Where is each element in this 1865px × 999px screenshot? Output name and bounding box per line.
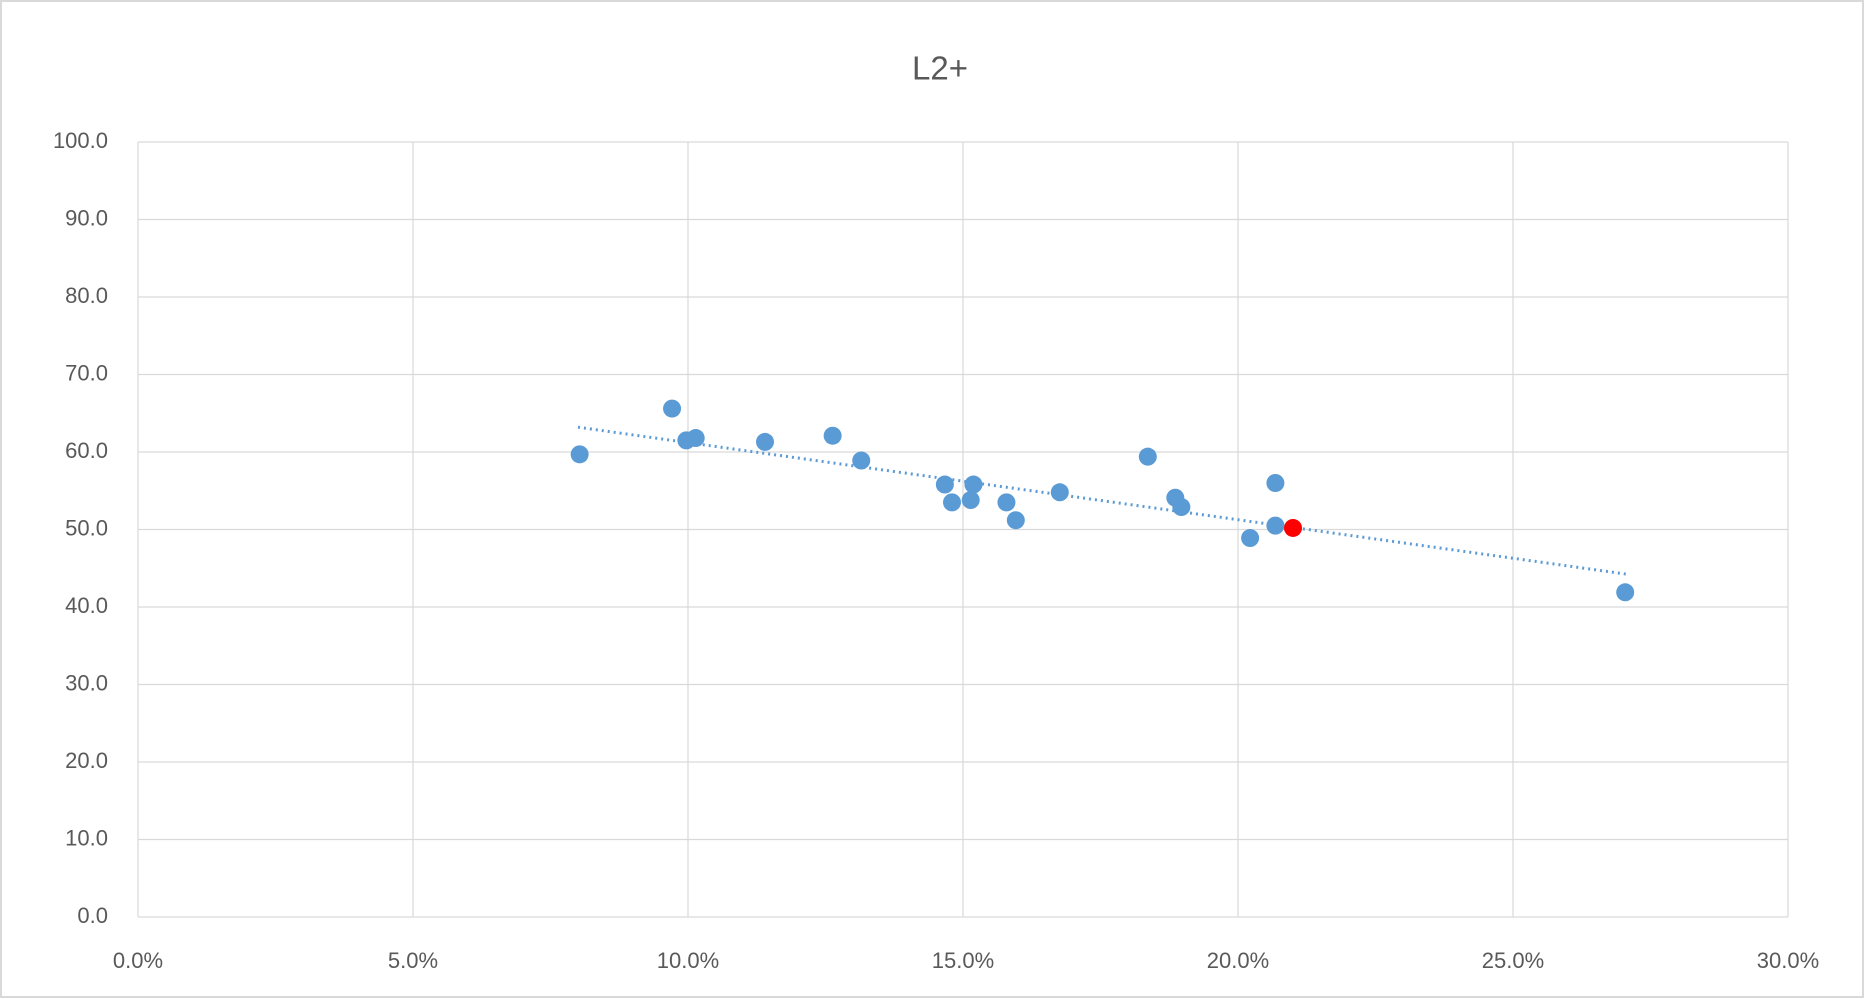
- data-point: [997, 493, 1016, 512]
- y-tick-label: 90.0: [65, 205, 108, 230]
- data-point: [1266, 474, 1285, 492]
- data-point: [935, 475, 954, 494]
- x-tick-label: 10.0%: [657, 948, 719, 973]
- data-point: [1284, 518, 1302, 537]
- y-tick-label: 100.0: [53, 128, 108, 153]
- data-point: [961, 491, 980, 510]
- trendline: [577, 425, 1629, 576]
- y-tick-label: 20.0: [65, 748, 108, 773]
- data-point: [663, 399, 682, 418]
- data-point: [852, 451, 871, 470]
- data-point: [1241, 529, 1260, 548]
- y-tick-label: 70.0: [65, 360, 108, 385]
- y-tick-label: 40.0: [65, 593, 108, 618]
- y-tick-label: 30.0: [65, 670, 108, 695]
- y-tick-label: 60.0: [65, 438, 108, 463]
- data-point: [1138, 447, 1157, 466]
- data-point: [1006, 511, 1025, 530]
- y-tick-label: 10.0: [65, 825, 108, 850]
- data-point: [1050, 483, 1069, 502]
- data-point: [756, 432, 774, 451]
- x-tick-label: 0.0%: [113, 948, 163, 973]
- data-point: [823, 426, 842, 445]
- data-point: [1172, 498, 1191, 517]
- data-point: [964, 475, 983, 494]
- x-tick-label: 20.0%: [1207, 948, 1269, 973]
- data-point: [943, 493, 961, 512]
- data-point: [1266, 516, 1285, 535]
- data-point: [686, 429, 705, 448]
- x-tick-label: 25.0%: [1482, 948, 1544, 973]
- data-point: [570, 445, 589, 464]
- x-tick-label: 15.0%: [932, 948, 994, 973]
- data-point: [1616, 583, 1635, 602]
- x-tick-label: 30.0%: [1757, 948, 1819, 973]
- x-tick-label: 5.0%: [388, 948, 438, 973]
- y-tick-label: 50.0: [65, 515, 108, 540]
- y-tick-label: 80.0: [65, 283, 108, 308]
- y-tick-label: 0.0: [77, 903, 108, 928]
- chart-title: L2+: [912, 50, 968, 87]
